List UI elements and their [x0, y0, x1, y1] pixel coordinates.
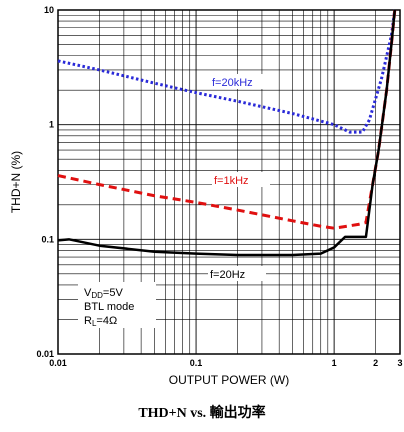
- x-axis-title: OUTPUT POWER (W): [169, 373, 289, 387]
- series-label-20khz: f=20kHz: [212, 77, 253, 89]
- y-tick-label: 0.1: [41, 234, 54, 244]
- series-line-f-20hz: [57, 9, 397, 257]
- series-line-f-20khz: [57, 9, 397, 134]
- condition-vdd: VDD=5V: [84, 287, 123, 300]
- y-tick-label: 10: [44, 5, 54, 15]
- label-bg-1khz: [212, 172, 270, 187]
- conditions-box: [78, 282, 156, 328]
- y-axis-title: THD+N (%): [9, 151, 23, 213]
- label-bg-20hz: [208, 266, 266, 281]
- plot-frame: [57, 9, 401, 355]
- y-tick-label: 0.01: [36, 349, 54, 359]
- series-label-1khz: f=1kHz: [214, 175, 249, 187]
- condition-rl: RL=4Ω: [84, 315, 117, 328]
- x-tick-label: 0.1: [190, 358, 203, 368]
- figure-caption: THD+N vs. 輸出功率: [138, 406, 266, 421]
- y-tick-label: 1: [49, 120, 54, 130]
- tick-labels: 0.01 0.1 1 2 3 0.01 0.1 1 10: [36, 5, 402, 368]
- x-tick-label: 1: [332, 358, 337, 368]
- x-tick-label: 2: [373, 358, 378, 368]
- series-lines: [57, 9, 397, 257]
- label-bg-20khz: [210, 74, 274, 89]
- series-label-20hz: f=20Hz: [210, 269, 245, 281]
- condition-mode: BTL mode: [84, 301, 134, 313]
- x-tick-label: 3: [397, 358, 402, 368]
- x-tick-label: 0.01: [49, 358, 67, 368]
